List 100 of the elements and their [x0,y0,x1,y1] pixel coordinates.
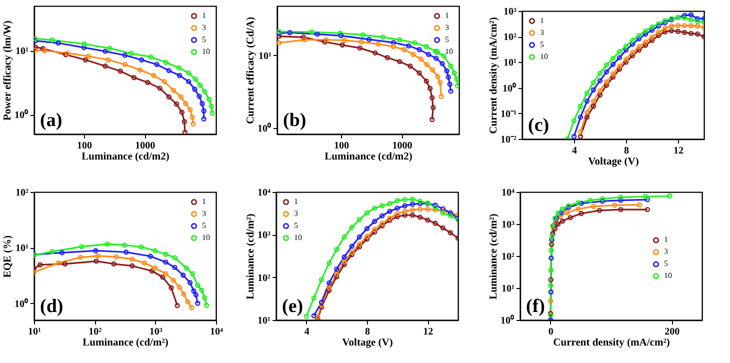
legend-label: 3 [202,23,206,32]
point [349,250,354,255]
point [597,70,603,76]
point [417,214,423,220]
point [326,260,332,266]
y-tick-label: 10² [16,188,28,198]
point [555,221,561,227]
point [662,26,668,31]
point [623,44,629,49]
x-tick-label: 12 [423,326,434,338]
point [597,88,603,94]
point [576,200,581,206]
point [356,244,362,250]
point [656,30,662,36]
point [656,32,662,38]
y-tick-label: 10⁰ [14,298,28,310]
x-tick-label: 4 [572,146,577,156]
x-axis-title: Voltage (V) [588,156,640,168]
point [578,104,584,109]
legend-label: 3 [294,209,298,218]
point [372,218,378,224]
point [649,24,655,30]
point [636,32,642,38]
point [550,231,556,236]
point [688,30,694,36]
point [356,217,362,222]
point [600,196,606,202]
point [675,22,681,28]
point [334,266,340,272]
point [600,198,606,204]
y-tick-label: 10¹ [16,46,28,58]
point [642,194,648,200]
legend-label: 1 [664,235,668,244]
point [387,208,392,214]
legend-label: 10 [664,271,672,280]
point [604,82,610,88]
point [553,218,558,224]
point [402,208,408,214]
point [549,234,554,240]
y-tick-label: 10² [504,32,516,44]
point [682,30,688,36]
point [364,210,370,216]
point [311,295,317,301]
point [372,226,378,232]
point [342,254,347,260]
y-tick-label: 10⁻² [500,134,516,146]
point [618,194,624,200]
point [584,98,590,104]
y-tick-label: 10³ [502,220,514,230]
point [394,206,400,211]
point [448,230,454,236]
legend-label: 10 [294,233,302,242]
point [548,242,554,248]
x-tick-label: 1000 [392,140,412,152]
y-tick-label: 10⁴ [258,188,270,198]
point [349,252,354,258]
point [610,62,616,67]
point [564,210,570,216]
point [380,220,385,226]
point [590,98,596,104]
point [334,271,340,277]
y-tick-label: 10¹ [504,58,516,69]
y-tick-label: 10¹ [258,316,270,326]
point [557,214,563,220]
point [642,31,648,37]
point [618,198,624,203]
point [688,12,694,18]
point [548,282,554,288]
point [649,34,655,40]
y-tick-label: 10³ [504,6,516,18]
y-axis-title: Power efficacy (lm/W) [2,20,14,121]
point [630,53,636,58]
point [642,40,648,45]
point [668,23,674,29]
annotation: (b) [283,110,306,131]
point [364,226,370,232]
legend-label: 10 [202,233,210,242]
point [682,22,688,28]
annotation: (f) [526,296,545,317]
y-tick-label: 10² [502,252,514,262]
point [668,28,674,34]
x-tick-label: 100 [334,140,350,152]
point [342,262,347,268]
point [623,60,629,65]
point [576,206,581,212]
point [610,71,616,76]
point [548,256,554,261]
point [694,23,700,29]
point [694,31,700,37]
point [380,223,385,228]
point [417,200,423,206]
point [440,225,446,231]
x-axis-title: Luminance (cd/m2) [82,152,170,162]
point [387,200,392,206]
point [588,198,593,203]
x-tick-label: 8 [624,146,629,156]
point [616,48,622,54]
y-tick-label: 10⁰ [258,122,272,134]
point [417,198,423,204]
legend-label: 3 [664,247,668,256]
